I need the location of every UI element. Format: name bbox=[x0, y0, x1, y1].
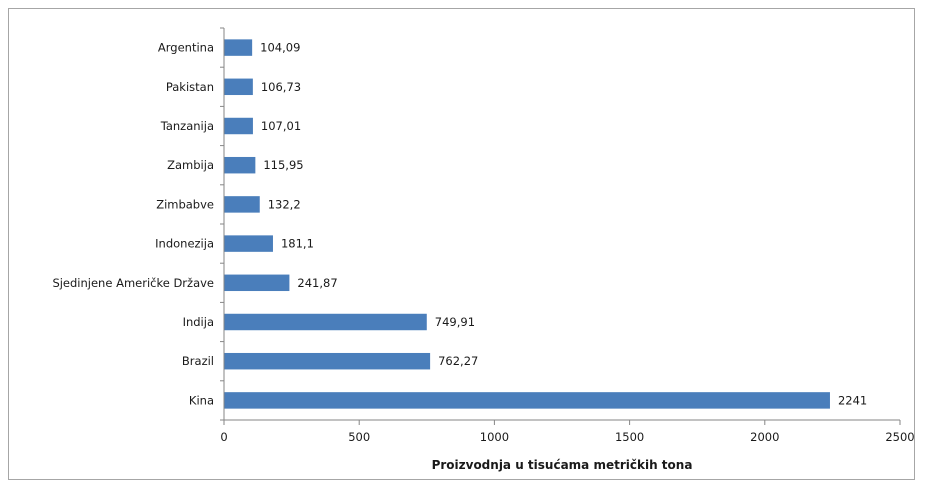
value-label: 132,2 bbox=[268, 197, 301, 211]
bar-tanzanija bbox=[224, 117, 253, 135]
bar-zimbabve bbox=[224, 196, 260, 213]
bar-indonezija bbox=[224, 235, 273, 252]
axes-group bbox=[220, 27, 901, 425]
category-label: Kina bbox=[189, 393, 214, 407]
value-label: 115,95 bbox=[263, 158, 303, 172]
value-label: 241,87 bbox=[297, 276, 337, 290]
category-label: Brazil bbox=[182, 354, 214, 368]
category-label: Pakistan bbox=[166, 80, 214, 94]
x-tick-label: 2500 bbox=[885, 430, 914, 444]
bar-indija bbox=[224, 313, 427, 331]
bar-sjedinjene-ameri-ke-dr-ave bbox=[224, 274, 290, 292]
x-tick-label: 500 bbox=[348, 430, 370, 444]
category-label: Zimbabve bbox=[156, 197, 214, 211]
value-label: 181,1 bbox=[281, 237, 314, 251]
x-axis-title: Proizvodnja u tisućama metričkih tona bbox=[432, 458, 693, 472]
category-labels-group: Argentina Pakistan Tanzanija Zambija Zimbabv… bbox=[52, 41, 214, 408]
category-label: Tanzanija bbox=[160, 119, 214, 133]
tick-labels-group: 0 500 1000 1500 2000 2500 bbox=[220, 430, 914, 444]
value-label: 2241 bbox=[838, 393, 867, 407]
value-label: 762,27 bbox=[438, 354, 478, 368]
bars-group bbox=[224, 39, 830, 409]
bar-kina bbox=[224, 392, 830, 409]
bar-argentina bbox=[224, 39, 253, 56]
x-tick-label: 1000 bbox=[480, 430, 509, 444]
value-label: 106,73 bbox=[261, 80, 301, 94]
value-labels-group: 104,09 106,73 107,01 115,95 132,2 181,1 241,87… bbox=[260, 41, 867, 408]
bar-pakistan bbox=[224, 78, 253, 96]
value-label: 107,01 bbox=[261, 119, 301, 133]
x-tick-label: 1500 bbox=[615, 430, 644, 444]
category-label: Argentina bbox=[158, 41, 214, 55]
bar-brazil bbox=[224, 352, 431, 370]
value-label: 749,91 bbox=[435, 315, 475, 329]
category-label: Sjedinjene Američke Države bbox=[52, 276, 214, 290]
bar-zambija bbox=[224, 156, 256, 174]
category-label: Indija bbox=[183, 315, 214, 329]
category-label: Zambija bbox=[167, 158, 214, 172]
value-label: 104,09 bbox=[260, 41, 300, 55]
category-label: Indonezija bbox=[155, 237, 214, 251]
x-tick-label: 0 bbox=[220, 430, 227, 444]
x-tick-label: 2000 bbox=[750, 430, 779, 444]
